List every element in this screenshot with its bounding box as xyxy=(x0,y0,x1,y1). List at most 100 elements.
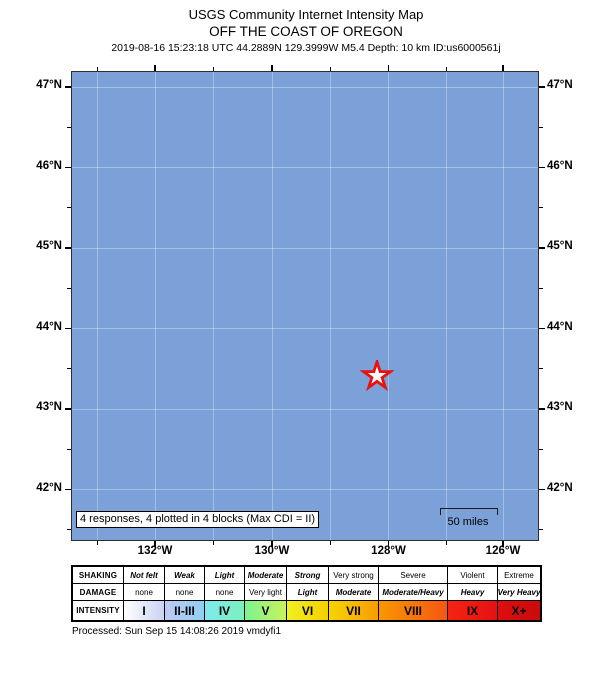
tick xyxy=(65,327,71,330)
epicenter-star-icon xyxy=(360,360,394,392)
tick xyxy=(154,65,156,71)
gridline xyxy=(502,72,504,540)
lat-label-left: 45°N xyxy=(36,240,62,252)
intensity-map: 4 responses, 4 plotted in 4 blocks (Max … xyxy=(71,71,539,541)
lat-label-left: 47°N xyxy=(36,79,62,91)
lat-label-right: 47°N xyxy=(547,79,573,91)
lat-label-right: 46°N xyxy=(547,159,573,172)
legend-shaking-cell: Severe xyxy=(379,567,448,584)
tick xyxy=(67,529,71,530)
tick xyxy=(213,541,214,545)
gridline xyxy=(96,72,98,540)
tick xyxy=(539,207,543,208)
legend-intensity-cell: VI xyxy=(287,601,329,620)
tick xyxy=(502,541,504,547)
legend-shaking-cell: Strong xyxy=(287,567,329,584)
legend-shaking-cell: Moderate xyxy=(245,567,287,584)
legend-damage-cell: Moderate/Heavy xyxy=(379,584,448,601)
gridline xyxy=(329,72,331,540)
legend-intensity-cell: V xyxy=(245,601,287,620)
tick xyxy=(539,287,543,289)
lat-label-right: 44°N xyxy=(547,320,573,333)
gridline xyxy=(271,72,273,540)
tick xyxy=(65,488,71,491)
gridline xyxy=(72,328,538,329)
lon-label-bottom: 132°W xyxy=(137,545,173,557)
tick xyxy=(271,541,273,547)
legend-damage-cell: Heavy xyxy=(448,584,498,601)
legend-column: Not felt none I xyxy=(124,567,165,620)
tick xyxy=(539,327,545,330)
legend-damage-cell: none xyxy=(124,584,165,601)
legend-shaking-cell: Not felt xyxy=(124,567,165,584)
lat-label-right: 45°N xyxy=(547,240,573,252)
legend-shaking-cell: Extreme xyxy=(498,567,540,584)
legend-damage-cell: Moderate xyxy=(329,584,379,601)
tick xyxy=(154,541,156,547)
tick xyxy=(67,368,71,369)
legend-row-header: SHAKING xyxy=(73,567,124,584)
tick xyxy=(329,67,331,71)
legend-column: Very strong Moderate VII xyxy=(329,567,379,620)
lat-label-left: 44°N xyxy=(36,320,62,333)
legend-damage-cell: none xyxy=(165,584,205,601)
tick xyxy=(96,67,98,71)
tick xyxy=(502,65,504,71)
legend-intensity-cell: VIII xyxy=(379,601,448,620)
event-details: 2019-08-16 15:23:18 UTC 44.2889N 129.399… xyxy=(111,42,501,54)
responses-annotation: 4 responses, 4 plotted in 4 blocks (Max … xyxy=(76,511,320,528)
lat-label-left: 42°N xyxy=(36,481,62,494)
intensity-legend: SHAKING DAMAGE INTENSITY Not felt none I Weak n… xyxy=(71,565,542,622)
tick xyxy=(539,166,545,169)
legend-shaking-cell: Very strong xyxy=(329,567,379,584)
legend-header-column: SHAKING DAMAGE INTENSITY xyxy=(73,567,124,620)
tick xyxy=(539,448,543,450)
lat-label-left: 46°N xyxy=(36,159,62,172)
lon-label-bottom: 126°W xyxy=(485,545,521,557)
gridline xyxy=(72,247,538,249)
legend-column: Light none IV xyxy=(205,567,245,620)
tick xyxy=(65,408,71,410)
legend-column: Strong Light VI xyxy=(287,567,329,620)
tick xyxy=(539,86,545,88)
legend-damage-cell: Light xyxy=(287,584,329,601)
legend-shaking-cell: Weak xyxy=(165,567,205,584)
tick xyxy=(387,541,390,547)
tick xyxy=(65,166,71,169)
scale-bar-label: 50 miles xyxy=(447,516,489,528)
tick xyxy=(271,65,273,71)
tick xyxy=(539,368,543,369)
legend-column: Weak none II-III xyxy=(165,567,205,620)
tick xyxy=(96,541,98,545)
legend-intensity-cell: X+ xyxy=(498,601,540,620)
legend-damage-cell: none xyxy=(205,584,245,601)
tick xyxy=(67,207,71,208)
gridline xyxy=(388,72,389,540)
tick xyxy=(539,408,545,410)
legend-shaking-cell: Light xyxy=(205,567,245,584)
legend-intensity-cell: IX xyxy=(448,601,498,620)
tick xyxy=(445,67,447,71)
gridline xyxy=(213,72,214,540)
tick xyxy=(387,65,390,71)
tick xyxy=(67,126,71,128)
lat-label-right: 43°N xyxy=(547,401,573,413)
lon-label-bottom: 130°W xyxy=(254,545,290,557)
tick xyxy=(65,247,71,249)
legend-intensity-cell: VII xyxy=(329,601,379,620)
legend-row-header: DAMAGE xyxy=(73,584,124,601)
gridline xyxy=(445,72,447,540)
title-block: USGS Community Internet Intensity Map OF… xyxy=(0,6,612,56)
lon-label-bottom: 128°W xyxy=(371,545,406,557)
scale-bar xyxy=(440,508,498,515)
legend-column: Violent Heavy IX xyxy=(448,567,498,620)
processed-timestamp: Processed: Sun Sep 15 14:08:26 2019 vmdy… xyxy=(72,626,282,637)
gridline xyxy=(72,489,538,490)
tick xyxy=(65,86,71,88)
legend-intensity-cell: IV xyxy=(205,601,245,620)
page-title: USGS Community Internet Intensity Map xyxy=(188,7,424,22)
tick xyxy=(67,448,71,450)
tick xyxy=(539,247,545,249)
legend-column: Moderate Very light V xyxy=(245,567,287,620)
legend-damage-cell: Very Heavy xyxy=(498,584,540,601)
